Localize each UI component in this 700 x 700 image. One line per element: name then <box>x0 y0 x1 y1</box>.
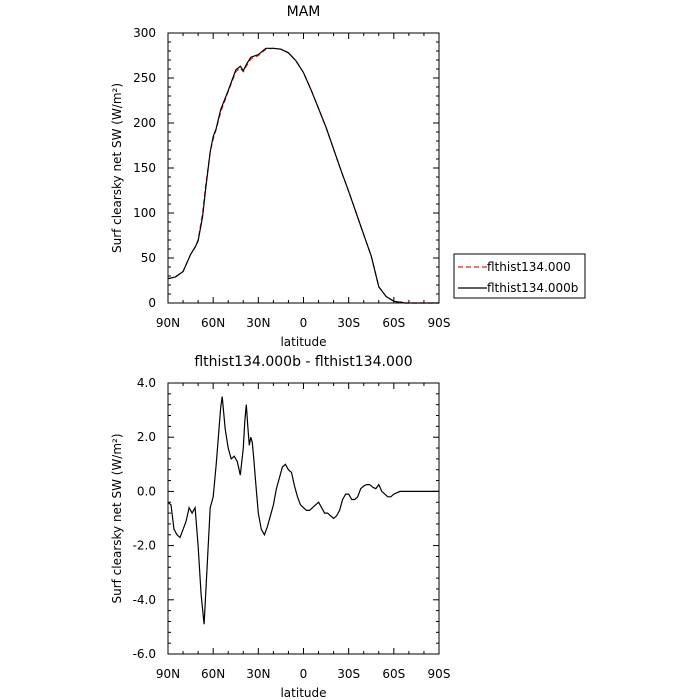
y-axis-label: Surf clearsky net SW (W/m²) <box>110 83 124 253</box>
x-tick-label: 60S <box>382 667 405 681</box>
y-tick-label: 150 <box>133 161 156 175</box>
x-tick-label: 90N <box>156 316 180 330</box>
y-tick-label: -6.0 <box>133 647 156 661</box>
chart-panel-top: MAM 90N 60N 30N 0 30S 60S 90S 0 50 100 150 200 250 300… <box>110 4 586 349</box>
y-tick-label: -2.0 <box>133 539 156 553</box>
y-tick-label: 100 <box>133 206 156 220</box>
y-tick-label: 250 <box>133 71 156 85</box>
x-tick-label: 30S <box>337 316 360 330</box>
x-tick-label: 60N <box>201 667 225 681</box>
y-axis-label: Surf clearsky net SW (W/m²) <box>110 433 124 603</box>
series-line-flthist134.000b <box>167 47 439 304</box>
y-tick-label: 300 <box>133 26 156 40</box>
y-tick-label: 200 <box>133 116 156 130</box>
y-tick-label: 50 <box>141 251 156 265</box>
x-tick-label: 30N <box>246 316 270 330</box>
legend: flthist134.000 flthist134.000b <box>453 253 586 299</box>
x-tick-label: 0 <box>300 316 308 330</box>
x-tick-label: 0 <box>300 667 308 681</box>
series-line-flthist134.000 <box>167 47 439 304</box>
chart-title: MAM <box>287 4 321 20</box>
x-tick-label: 60N <box>201 316 225 330</box>
chart-title: flthist134.000b - flthist134.000 <box>194 354 412 370</box>
x-tick-label: 60S <box>382 316 405 330</box>
plot-frame <box>167 382 440 655</box>
legend-label: flthist134.000b <box>487 281 578 295</box>
x-axis-label: latitude <box>280 335 326 349</box>
x-tick-label: 90N <box>156 667 180 681</box>
y-tick-label: 2.0 <box>137 430 156 444</box>
y-tick-label: 4.0 <box>137 376 156 390</box>
chart-panel-bottom: flthist134.000b - flthist134.000 90N 60N 30… <box>110 354 450 700</box>
series-line-diff-0 <box>167 396 439 625</box>
x-tick-label: 30N <box>246 667 270 681</box>
legend-label: flthist134.000 <box>487 260 571 274</box>
y-tick-label: 0.0 <box>137 484 156 498</box>
x-tick-label: 90S <box>428 667 451 681</box>
x-axis-label: latitude <box>280 686 326 700</box>
y-tick-label: -4.0 <box>133 593 156 607</box>
x-tick-label: 90S <box>428 316 451 330</box>
x-tick-label: 30S <box>337 667 360 681</box>
y-tick-label: 0 <box>148 296 156 310</box>
legend-box <box>453 253 586 299</box>
